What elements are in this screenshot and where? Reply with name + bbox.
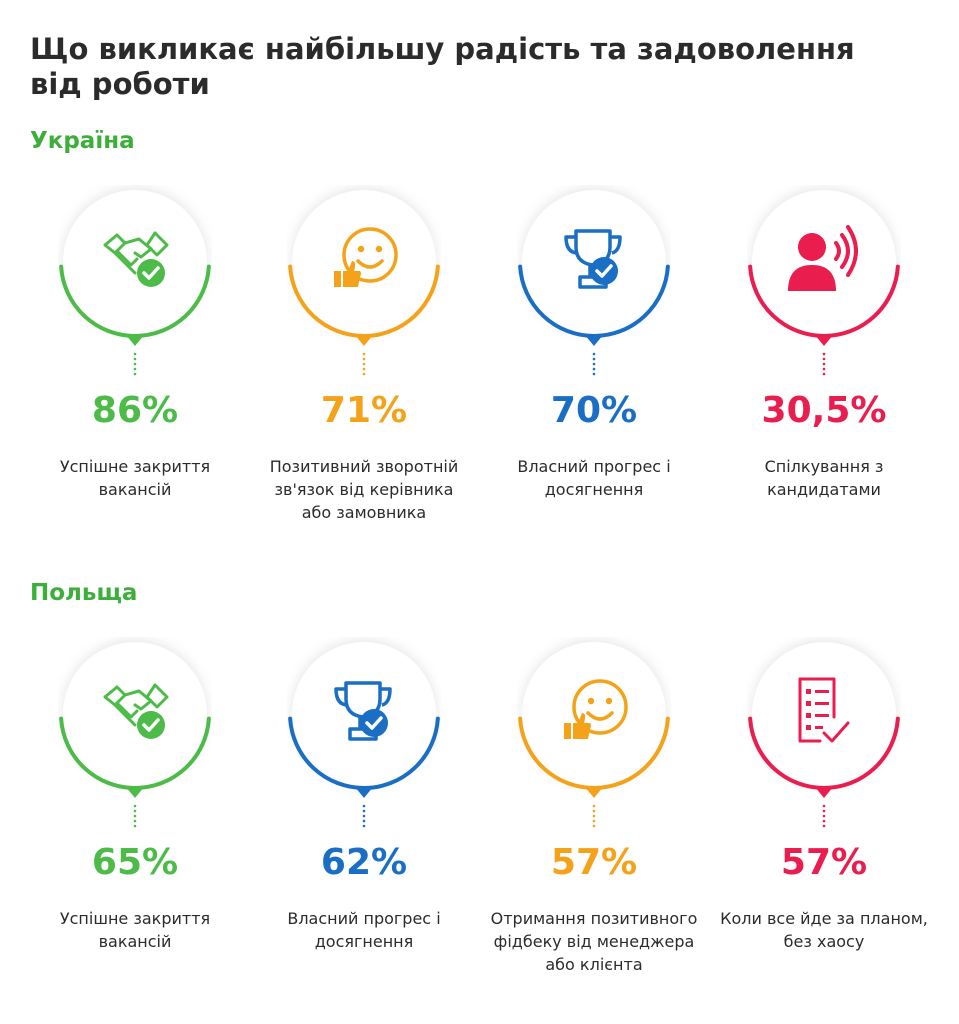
stat-card: 57% Коли все йде за планом, без хаосу xyxy=(709,637,939,1024)
stat-value: 65% xyxy=(91,842,179,883)
ring-decoration xyxy=(288,190,440,376)
stat-value: 71% xyxy=(320,390,408,431)
stat-label: Успішне закриття вакансій xyxy=(59,457,211,499)
stat-card: 70% Власний прогрес і досягнення xyxy=(479,185,709,605)
stat-value: 70% xyxy=(550,390,638,431)
stats-row-poland: 65% Успішне закриття вакансій 62% Власни… xyxy=(0,637,959,1024)
stat-card: 62% Власний прогрес і досягнення xyxy=(249,637,479,1024)
stat-card: 30,5% Спілкування з кандидатами xyxy=(709,185,939,605)
trophy-check-icon xyxy=(554,225,634,297)
stat-label: Успішне закриття вакансій xyxy=(59,909,211,951)
section-heading-ukraine: Україна xyxy=(30,128,135,154)
stat-card: 86% Успішне закриття вакансій xyxy=(20,185,250,605)
stat-card: 57% Отримання позитивного фідбеку від ме… xyxy=(479,637,709,1024)
handshake-check-icon xyxy=(95,677,175,749)
smiley-thumbs-up-icon xyxy=(324,225,404,297)
stat-label: Отримання позитивного фідбеку від менедж… xyxy=(490,909,698,974)
smiley-thumbs-up-icon xyxy=(554,677,634,749)
stat-value: 57% xyxy=(780,842,868,883)
stat-value: 30,5% xyxy=(761,390,887,431)
stat-label: Власний прогрес і досягнення xyxy=(517,457,671,499)
checklist-icon xyxy=(784,677,864,749)
stat-label: Спілкування з кандидатами xyxy=(764,457,884,499)
ring-decoration xyxy=(748,190,900,376)
stat-label: Позитивний зворотній зв'язок від керівни… xyxy=(269,457,459,522)
stat-value: 62% xyxy=(320,842,408,883)
stat-label: Власний прогрес і досягнення xyxy=(287,909,441,951)
stat-card: 65% Успішне закриття вакансій xyxy=(20,637,250,1024)
trophy-check-icon xyxy=(324,677,404,749)
stat-label: Коли все йде за планом, без хаосу xyxy=(720,909,928,951)
stat-value: 86% xyxy=(91,390,179,431)
page-title: Що викликає найбільшу радість та задовол… xyxy=(30,32,855,101)
stat-value: 57% xyxy=(550,842,638,883)
stats-row-ukraine: 86% Успішне закриття вакансій 71% Позити… xyxy=(0,185,959,605)
handshake-check-icon xyxy=(95,225,175,297)
section-heading-poland: Польща xyxy=(30,580,138,606)
person-speaking-icon xyxy=(784,225,864,297)
stat-card: 71% Позитивний зворотній зв'язок від кер… xyxy=(249,185,479,605)
ring-decoration xyxy=(518,642,670,828)
